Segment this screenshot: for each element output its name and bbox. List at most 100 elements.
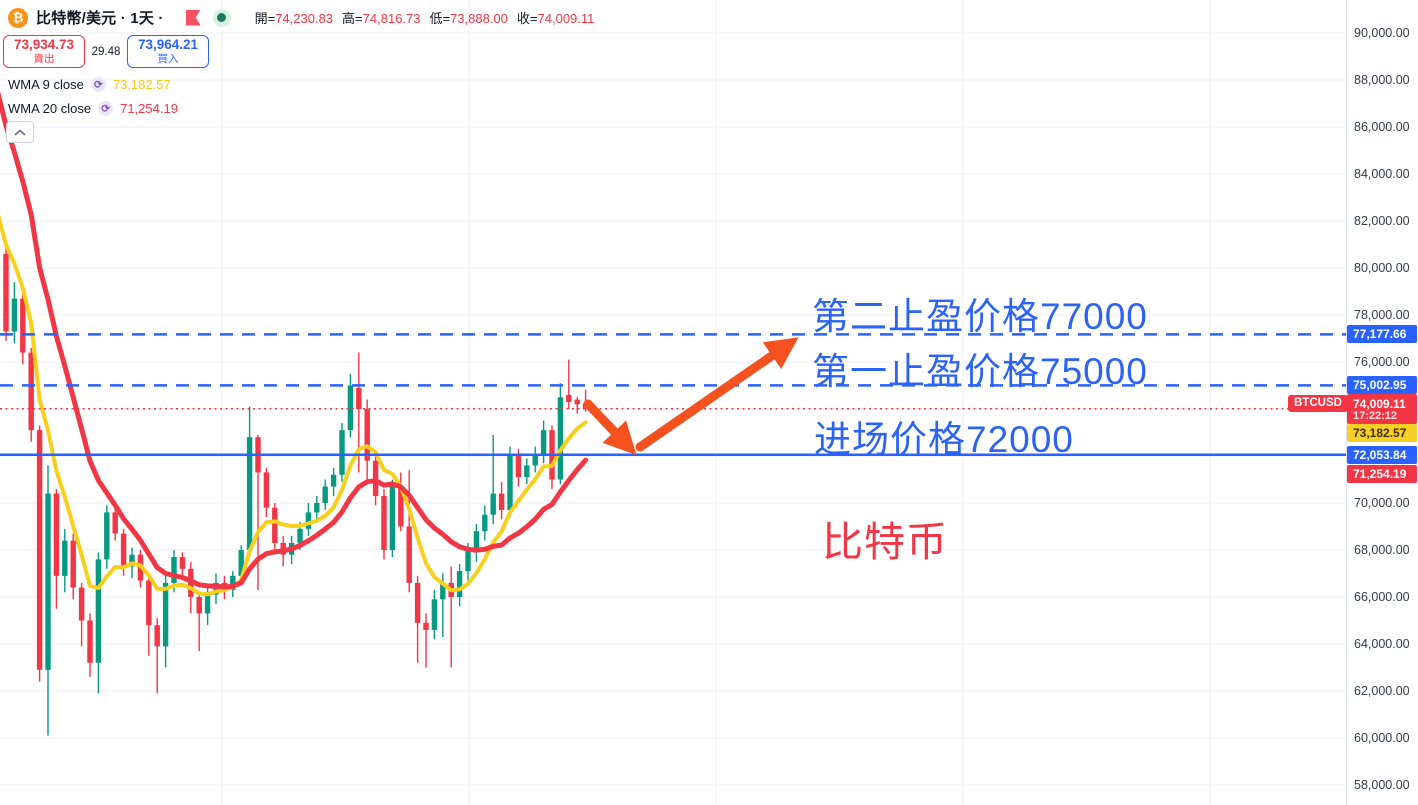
candle-body (515, 453, 522, 478)
candle-body (322, 486, 328, 503)
candle-body (129, 554, 135, 567)
close-label: 收= (516, 11, 538, 26)
candle-body (95, 559, 102, 663)
candle-body (524, 465, 530, 478)
trend-arrow[interactable] (583, 399, 637, 456)
candle-body (440, 582, 446, 600)
close-value: 74,009.11 (537, 11, 595, 26)
axis-tick-label: 68,000.00 (1354, 542, 1410, 557)
symbol-title[interactable]: 比特幣/美元 · 1天 · (36, 10, 164, 27)
candle-body (574, 399, 580, 405)
axis-tick-label: 60,000.00 (1354, 730, 1410, 745)
sell-label: 賣出 (33, 52, 55, 65)
candle-body (339, 430, 345, 475)
candle-body (104, 512, 110, 560)
entry-price-annotation[interactable]: 进场价格72000 (814, 419, 1074, 460)
candle-body (238, 550, 244, 576)
candle-body (36, 430, 43, 670)
candle-body (482, 514, 488, 532)
candle-body (87, 620, 93, 663)
low-value: 73,888.00 (450, 11, 508, 26)
candle-body (146, 580, 152, 626)
candle-body (473, 531, 480, 550)
candle-body (490, 493, 496, 515)
candle-body (414, 582, 421, 623)
candles-series (3, 246, 589, 736)
axis-tick-label: 82,000.00 (1354, 213, 1410, 228)
candle-body (154, 625, 160, 647)
candle-body (78, 587, 85, 621)
candle-body (423, 622, 429, 630)
high-value: 74,816.73 (362, 11, 421, 26)
candle-body (3, 253, 9, 332)
ohlc-values: 開=74,230.83 高=74,816.73 低=73,888.00 收=74… (255, 8, 595, 27)
trade-panel: 73,934.73 賣出 29.48 73,964.21 買入 (3, 35, 209, 68)
bitcoin-logo-icon: ₿ (8, 7, 28, 28)
price-badge[interactable]: 72,053.84 (1347, 445, 1417, 464)
low-label: 低= (429, 11, 451, 26)
axis-tick-label: 78,000.00 (1354, 307, 1410, 322)
wma-line-20[interactable] (0, 91, 589, 590)
candle-body (179, 557, 186, 569)
candle-body (456, 571, 463, 597)
buy-label: 買入 (157, 52, 179, 65)
axis-tick-label: 90,000.00 (1354, 25, 1410, 40)
candle-body (381, 495, 387, 550)
axis-tick-label: 88,000.00 (1354, 72, 1410, 87)
candle-body (557, 397, 564, 480)
wma20-label: WMA 20 close (8, 101, 92, 116)
symbol-price-tag: BTCUSD (1288, 394, 1348, 412)
candle-body (196, 597, 202, 614)
candle-body (120, 533, 127, 567)
collapse-legend-button[interactable] (6, 121, 34, 143)
wma-line-9[interactable] (0, 123, 588, 597)
wma9-label: WMA 9 close (8, 77, 84, 92)
buy-button[interactable]: 73,964.21 買入 (127, 35, 209, 68)
candle-body (364, 409, 370, 461)
symbol-name-annotation[interactable]: 比特币 (822, 519, 948, 565)
sell-button[interactable]: 73,934.73 賣出 (3, 35, 85, 68)
candle-body (230, 575, 236, 590)
candle-body (20, 298, 26, 353)
candle-body (70, 540, 76, 588)
flag-icon[interactable] (185, 9, 201, 26)
axis-tick-label: 86,000.00 (1354, 119, 1410, 134)
candle-body (162, 582, 169, 647)
market-status-icon[interactable] (212, 8, 231, 27)
price-badge[interactable]: 75,002.95 (1347, 376, 1417, 395)
axis-tick-label: 84,000.00 (1354, 166, 1410, 181)
price-badge[interactable]: 77,177.66 (1347, 325, 1417, 344)
candle-body (272, 507, 278, 543)
price-badge[interactable]: 71,254.19 (1347, 464, 1417, 483)
candle-body (45, 493, 51, 670)
candle-body (11, 298, 18, 332)
candle-body (532, 456, 538, 466)
candle-body (330, 474, 337, 487)
indicator-row-wma9[interactable]: WMA 9 close ⟳ 73,182.57 (8, 77, 171, 92)
wma20-value: 71,254.19 (120, 101, 178, 116)
price-badge[interactable]: 74,009.11 17:22:12 (1347, 394, 1417, 425)
symbol-header: ₿ 比特幣/美元 · 1天 · 開=74,230.83 高=74,816.73 … (8, 7, 594, 28)
axis-tick-label: 66,000.00 (1354, 589, 1410, 604)
candle-body (507, 453, 513, 511)
candle-body (305, 512, 312, 529)
indicator-row-wma20[interactable]: WMA 20 close ⟳ 71,254.19 (8, 101, 178, 116)
candle-body (263, 472, 270, 508)
candle-body (498, 493, 505, 511)
take-profit-2-annotation[interactable]: 第二止盈价格77000 (812, 296, 1148, 337)
axis-tick-label: 76,000.00 (1354, 354, 1410, 369)
price-badge[interactable]: 73,182.57 (1347, 424, 1417, 443)
candle-body (53, 493, 60, 576)
candle-body (431, 599, 438, 630)
candle-body (246, 437, 253, 550)
trend-arrow[interactable] (635, 337, 799, 452)
bitcoin-glyph: ₿ (12, 10, 24, 25)
axis-tick-label: 80,000.00 (1354, 260, 1410, 275)
open-label: 開= (254, 11, 276, 26)
wma9-value: 73,182.57 (112, 77, 171, 92)
candle-body (356, 387, 362, 409)
take-profit-1-annotation[interactable]: 第一止盈价格75000 (812, 351, 1148, 392)
candle-body (297, 528, 303, 543)
